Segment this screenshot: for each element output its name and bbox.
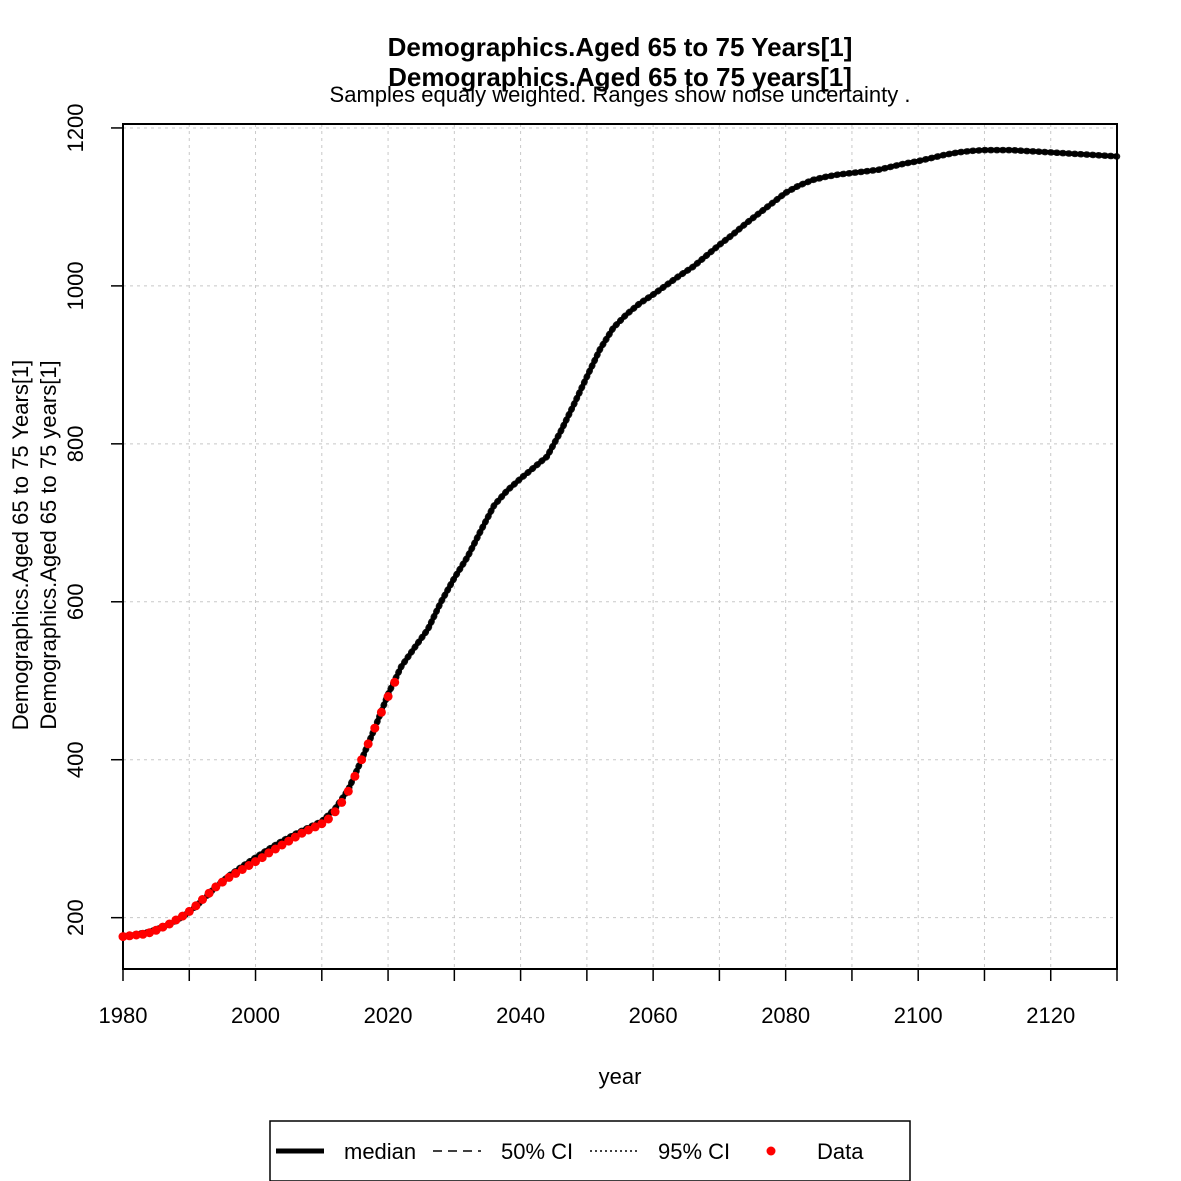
data-point bbox=[383, 692, 393, 701]
legend-50ci-label: 50% CI bbox=[501, 1139, 573, 1164]
y-tick-label: 200 bbox=[63, 899, 88, 936]
data-point bbox=[277, 840, 287, 850]
x-tick-label: 2120 bbox=[1026, 1003, 1075, 1028]
grid-lines bbox=[122, 124, 1118, 969]
data-point bbox=[118, 932, 128, 942]
x-tick-label: 2060 bbox=[629, 1003, 678, 1028]
x-tick-label: 2000 bbox=[231, 1003, 280, 1028]
data-point bbox=[264, 848, 274, 858]
y-axis: 200 400 600 800 1000 1200 bbox=[63, 103, 123, 936]
ci-95-line bbox=[119, 146, 1121, 940]
legend-median-label: median bbox=[344, 1139, 416, 1164]
data-point bbox=[257, 853, 267, 863]
data-point bbox=[171, 915, 181, 925]
data-point bbox=[323, 814, 333, 824]
x-tick-label: 2080 bbox=[761, 1003, 810, 1028]
data-point bbox=[198, 895, 207, 904]
data-point bbox=[204, 888, 214, 898]
data-point bbox=[370, 723, 380, 733]
data-point bbox=[231, 868, 241, 878]
data-point bbox=[304, 825, 313, 835]
data-point bbox=[125, 931, 135, 941]
data-point bbox=[330, 807, 340, 817]
data-point bbox=[217, 877, 227, 887]
legend-95ci-label: 95% CI bbox=[658, 1139, 730, 1164]
chart-subtitle: Samples equaly weighted. Ranges show noi… bbox=[330, 82, 911, 107]
data-point bbox=[376, 707, 386, 717]
plot-area bbox=[122, 123, 1118, 970]
chart-title-line-2: Demographics.Aged 65 to 75 years[1] bbox=[388, 62, 852, 92]
y-axis-title-line-2: Demographics.Aged 65 to 75 years[1] bbox=[36, 360, 61, 729]
data-point bbox=[164, 919, 174, 929]
data-point bbox=[184, 906, 194, 916]
y-axis-title-line-1: Demographics.Aged 65 to 75 Years[1] bbox=[8, 360, 33, 731]
data-point bbox=[317, 819, 327, 829]
legend: median 50% CI 95% CI Data bbox=[269, 1120, 911, 1181]
y-tick-label: 1000 bbox=[63, 261, 88, 310]
x-axis: 1980 2000 2020 2040 2060 2080 2100 2120 bbox=[99, 969, 1118, 1028]
data-point bbox=[244, 861, 254, 870]
y-tick-label: 400 bbox=[63, 741, 88, 778]
data-point bbox=[390, 677, 400, 687]
data-point bbox=[131, 930, 141, 940]
data-point bbox=[284, 836, 294, 846]
data-point bbox=[251, 857, 260, 867]
data-point bbox=[363, 739, 373, 749]
series-layer bbox=[118, 146, 1121, 942]
data-point bbox=[151, 925, 161, 935]
x-tick-label: 2020 bbox=[364, 1003, 413, 1028]
x-tick-label: 2040 bbox=[496, 1003, 545, 1028]
x-tick-label: 1980 bbox=[99, 1003, 148, 1028]
data-point bbox=[350, 771, 360, 781]
y-tick-label: 600 bbox=[63, 583, 88, 620]
chart-title-line-1: Demographics.Aged 65 to 75 Years[1] bbox=[388, 32, 853, 62]
x-axis-title: year bbox=[599, 1064, 642, 1089]
data-point bbox=[237, 865, 247, 874]
data-point bbox=[343, 786, 353, 796]
data-point bbox=[357, 755, 367, 765]
median-line bbox=[122, 147, 1118, 939]
data-point bbox=[337, 797, 347, 807]
legend-data-swatch bbox=[766, 1146, 776, 1156]
x-tick-label: 2100 bbox=[894, 1003, 943, 1028]
y-tick-label: 1200 bbox=[63, 103, 88, 152]
data-point bbox=[211, 882, 221, 892]
data-point bbox=[290, 832, 300, 842]
data-point bbox=[178, 911, 188, 921]
data-point bbox=[191, 901, 201, 911]
legend-data-label: Data bbox=[817, 1139, 864, 1164]
data-point bbox=[224, 872, 234, 882]
data-point bbox=[270, 844, 280, 854]
y-tick-label: 800 bbox=[63, 425, 88, 462]
